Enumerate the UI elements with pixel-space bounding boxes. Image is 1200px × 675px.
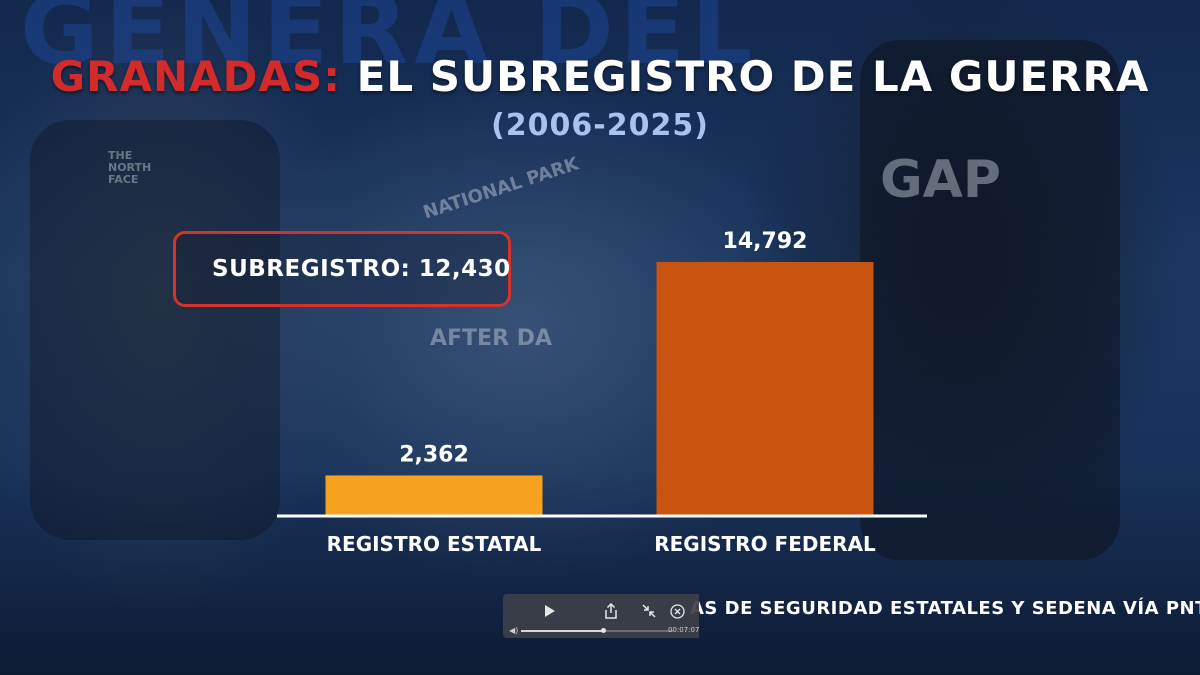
background-shirt-after: AFTER DA: [430, 326, 552, 351]
progress-fill: [521, 630, 604, 632]
background-shirt-northface: THE NORTH FACE: [108, 149, 152, 186]
close-icon: [669, 603, 685, 619]
page-title: GRANADAS: EL SUBREGISTRO DE LA GUERRA: [0, 52, 1200, 101]
play-button[interactable]: [537, 600, 561, 622]
source-caption: AS DE SEGURIDAD ESTATALES Y SEDENA VÍA P…: [690, 598, 1200, 619]
play-icon: [544, 605, 555, 617]
background-shirt-gap: GAP: [880, 150, 1002, 210]
exit-fullscreen-button[interactable]: [637, 600, 661, 622]
progress-knob[interactable]: [601, 628, 607, 633]
badge-text: SUBREGISTRO: 12,430: [212, 256, 511, 282]
background-wall-text: GENERA DEL: [20, 0, 759, 86]
share-icon: [605, 603, 617, 619]
volume-icon[interactable]: ◀): [509, 626, 519, 635]
title-rest: EL SUBREGISTRO DE LA GUERRA: [356, 52, 1150, 101]
background-figure-left: [30, 120, 280, 540]
share-button[interactable]: [599, 600, 623, 622]
category-label: REGISTRO ESTATAL: [327, 532, 542, 556]
subregistro-badge: SUBREGISTRO: 12,430: [173, 231, 511, 307]
progress-bar[interactable]: [521, 628, 673, 633]
bar-registro-estatal: [325, 475, 543, 516]
exit-fullscreen-icon: [642, 604, 656, 618]
title-accent: GRANADAS:: [50, 52, 342, 101]
category-label: REGISTRO FEDERAL: [654, 532, 876, 556]
bar-value-label: 2,362: [399, 442, 469, 467]
background-figure-right: [860, 40, 1120, 560]
bar-registro-federal: [656, 262, 874, 516]
page-subtitle: (2006-2025): [491, 108, 709, 143]
timecode: 00:07:07: [668, 626, 700, 634]
video-player-controls: ◀) 00:07:07: [503, 594, 699, 638]
close-button[interactable]: [665, 600, 689, 622]
bar-value-label: 14,792: [723, 229, 808, 254]
